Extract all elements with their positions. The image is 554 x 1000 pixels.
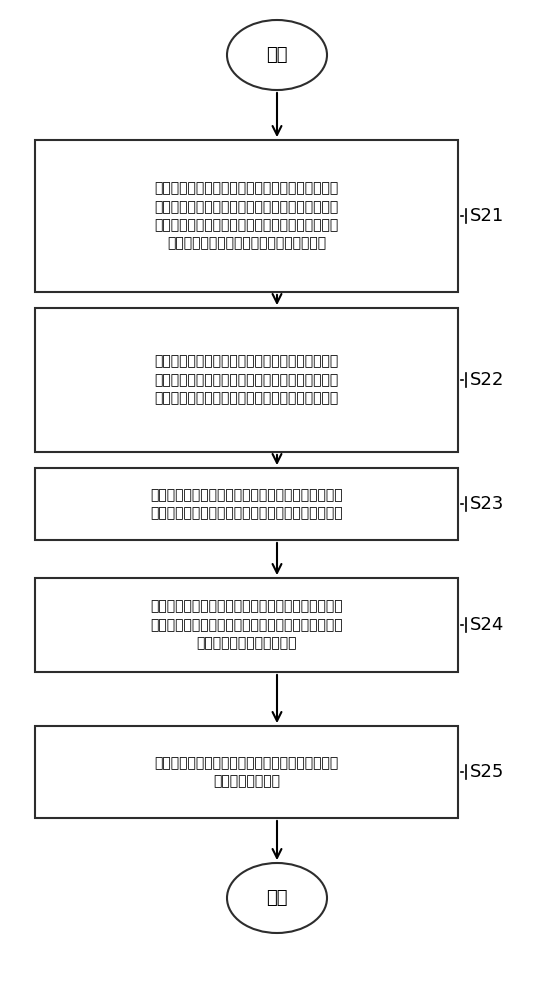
Bar [35, 308, 458, 452]
Text: 将该第二电路板的该至少一导接部与该第一电路板电
连接，以使该第二电路板垂直于该第一电路板而设置: 将该第二电路板的该至少一导接部与该第一电路板电 连接，以使该第二电路板垂直于该第… [150, 488, 343, 520]
Text: 将该壳体的该至少一第一锁固部对应于该第一电路板
的该至少一第二锁固部，并通过该锁固元件以使该壳
体与该第一电路板连接锁固: 将该壳体的该至少一第一锁固部对应于该第一电路板 的该至少一第二锁固部，并通过该锁… [150, 600, 343, 650]
Text: 开始: 开始 [266, 46, 288, 64]
Ellipse shape [227, 20, 327, 90]
Bar [35, 468, 458, 540]
Text: S23: S23 [470, 495, 504, 513]
Ellipse shape [227, 863, 327, 933]
Text: 将该多个连接器与该第二电路板电连接，且穿越该
壳体的该多个开口而设置，以使该第二电路板可通
过该多个连接器而与该壳体组接，且彼此平行设置: 将该多个连接器与该第二电路板电连接，且穿越该 壳体的该多个开口而设置，以使该第二… [155, 355, 338, 405]
Bar [35, 578, 458, 672]
Text: 将该壳体、该第一电路板及该第二电路板共同过一
焊锡炉以进行焊接: 将该壳体、该第一电路板及该第二电路板共同过一 焊锡炉以进行焊接 [155, 756, 338, 788]
Text: S21: S21 [470, 207, 504, 225]
Text: S25: S25 [470, 763, 504, 781]
Bar [35, 726, 458, 818]
Text: 提供一壳体、一第一电路板、一第二电路板、多个
连接器以及一锁固元件，其中该壳体具有多个开口
及至少一第一锁固部，该第一电路板具有至少一第
二锁固部，该第二电路板: 提供一壳体、一第一电路板、一第二电路板、多个 连接器以及一锁固元件，其中该壳体具… [155, 181, 338, 251]
Text: 结束: 结束 [266, 889, 288, 907]
Text: S24: S24 [470, 616, 504, 634]
Text: S22: S22 [470, 371, 504, 389]
Bar [35, 140, 458, 292]
